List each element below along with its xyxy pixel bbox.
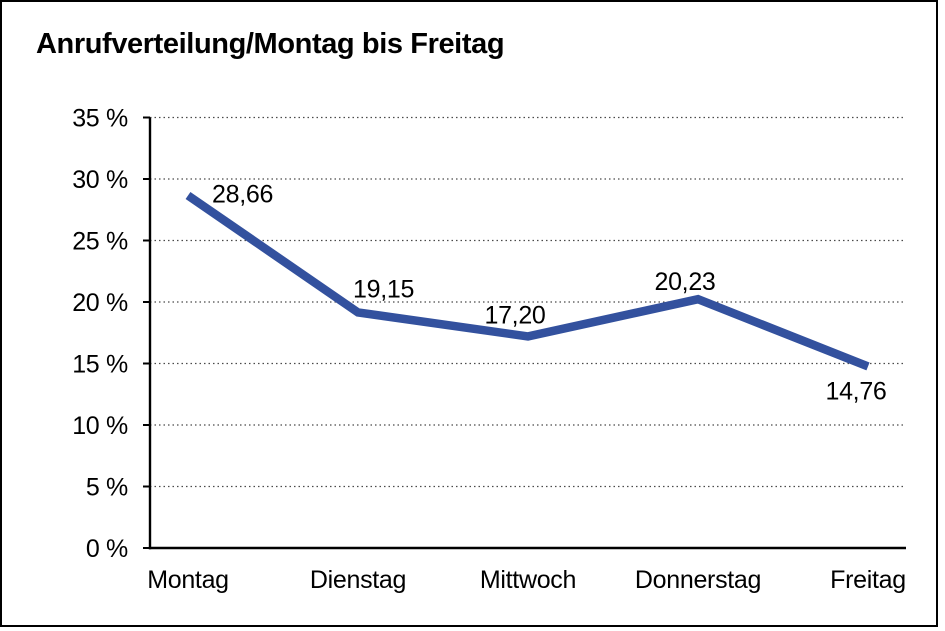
y-axis-tick-label: 5 % [86,474,128,502]
y-axis-tick-label: 25 % [72,228,128,256]
chart-title: Anrufverteilung/Montag bis Freitag [36,28,505,60]
y-axis-tick-label: 15 % [72,351,128,379]
y-axis-tick-label: 0 % [86,535,128,563]
y-axis-tick-label: 35 % [72,105,128,133]
x-axis-category-label: Mittwoch [480,566,576,594]
y-axis-tick-label: 10 % [72,412,128,440]
data-point-label: 14,76 [825,377,886,405]
y-axis-tick-label: 20 % [72,289,128,317]
y-axis-tick-label: 30 % [72,166,128,194]
x-axis-category-label: Dienstag [310,566,406,594]
data-point-label: 19,15 [353,275,414,303]
x-axis-category-label: Donnerstag [635,566,761,594]
data-point-label: 20,23 [654,268,715,296]
data-point-label: 28,66 [212,180,273,208]
series-line [185,191,870,371]
x-axis-category-label: Freitag [830,566,906,594]
data-point-label: 17,20 [484,301,545,329]
x-axis-category-label: Montag [147,566,229,594]
